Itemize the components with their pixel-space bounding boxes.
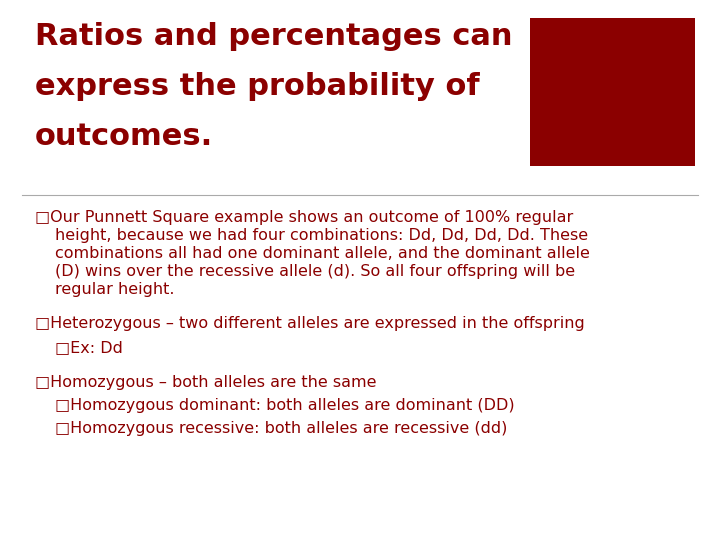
Text: □Heterozygous – two different alleles are expressed in the offspring: □Heterozygous – two different alleles ar… (35, 316, 585, 331)
Text: □Homozygous dominant: both alleles are dominant (DD): □Homozygous dominant: both alleles are d… (55, 398, 515, 413)
Text: Ratios and percentages can: Ratios and percentages can (35, 22, 513, 51)
Text: express the probability of: express the probability of (35, 72, 480, 101)
Text: (D) wins over the recessive allele (d). So all four offspring will be: (D) wins over the recessive allele (d). … (55, 264, 575, 279)
Text: regular height.: regular height. (55, 282, 174, 297)
Text: height, because we had four combinations: Dd, Dd, Dd, Dd. These: height, because we had four combinations… (55, 228, 588, 243)
Bar (530, 18, 695, 166)
Text: combinations all had one dominant allele, and the dominant allele: combinations all had one dominant allele… (55, 246, 590, 261)
Text: outcomes.: outcomes. (35, 122, 213, 151)
Text: □Homozygous – both alleles are the same: □Homozygous – both alleles are the same (35, 375, 377, 390)
Text: □Our Punnett Square example shows an outcome of 100% regular: □Our Punnett Square example shows an out… (35, 210, 573, 225)
Text: □Ex: Dd: □Ex: Dd (55, 340, 123, 355)
Text: □Homozygous recessive: both alleles are recessive (dd): □Homozygous recessive: both alleles are … (55, 421, 508, 436)
